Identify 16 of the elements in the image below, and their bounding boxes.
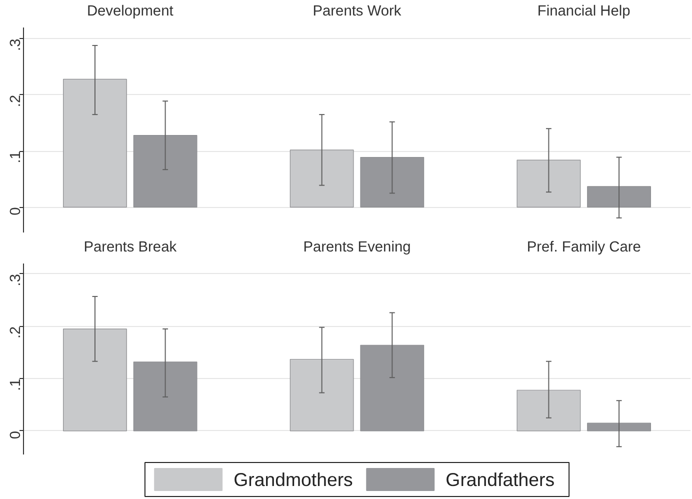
y-tick-label: .3 — [8, 274, 24, 286]
x-tick-label: Parents Break — [84, 240, 178, 256]
y-tick-label: .2 — [8, 326, 24, 339]
x-tick-label: Parents Work — [312, 4, 402, 20]
x-tick-label: Development — [86, 4, 174, 20]
y-tick-label: 0 — [8, 207, 24, 216]
legend-label: Grandfathers — [446, 469, 555, 490]
legend-label: Grandmothers — [234, 469, 353, 490]
x-tick-label: Financial Help — [537, 4, 630, 20]
y-tick-label: .2 — [8, 94, 24, 108]
x-tick-label: Parents Evening — [303, 240, 411, 256]
y-tick-label: .3 — [8, 38, 24, 51]
y-tick-label: .1 — [8, 151, 24, 164]
x-tick-label: Pref. Family Care — [526, 240, 641, 256]
y-tick-label: .1 — [8, 378, 24, 391]
y-tick-label: 0 — [8, 430, 24, 440]
